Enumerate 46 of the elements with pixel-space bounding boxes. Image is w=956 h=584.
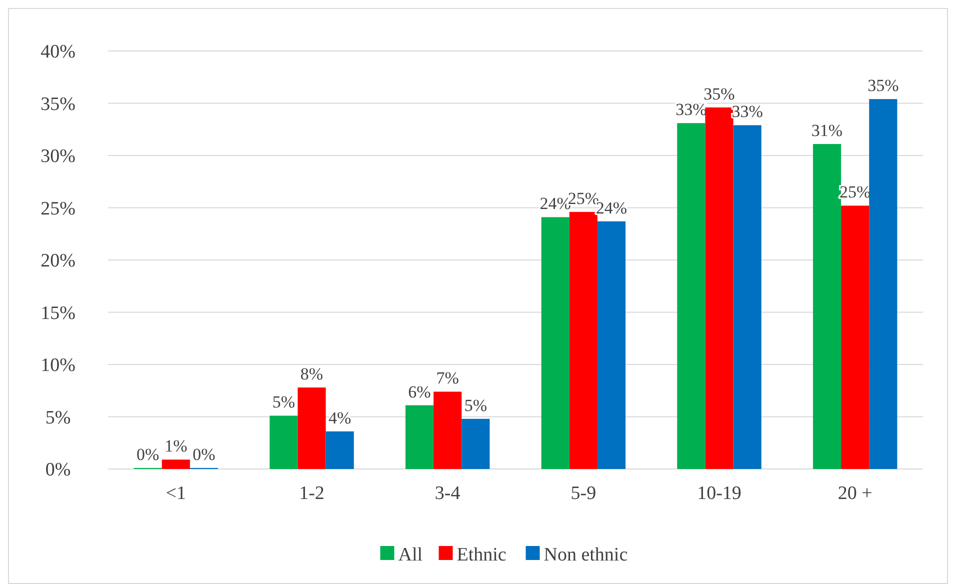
bar [677,123,706,469]
bar [270,416,298,469]
bar [569,212,598,469]
data-label: 1% [164,436,188,456]
x-tick-label: <1 [166,483,186,504]
legend-label: All [398,544,423,566]
bar [541,217,570,469]
data-label: 5% [272,392,296,412]
bar [462,418,490,469]
data-label: 0% [192,444,216,464]
bar [597,221,626,469]
data-label: 31% [811,121,843,140]
y-tick-label: 40% [40,42,76,63]
data-label: 24% [540,194,571,214]
bar [705,107,734,469]
data-label: 0% [136,444,160,464]
bar [326,431,354,469]
bar [162,460,190,469]
data-label: 6% [408,382,431,402]
legend-label: Ethnic [456,544,506,566]
bar [869,99,898,469]
bar [733,125,762,469]
x-tick-label: 20 + [838,483,872,504]
y-tick-label: 35% [40,94,76,115]
data-label: 4% [328,408,352,428]
x-tick-label: 3-4 [434,483,461,504]
data-label: 7% [436,368,459,388]
data-label: 35% [868,76,899,96]
bar [812,144,842,469]
data-label: 5% [464,396,487,415]
legend-label: Non ethnic [544,544,628,566]
y-tick-label: 10% [40,355,76,376]
y-tick-label: 15% [40,302,76,324]
data-label: 8% [300,364,324,384]
y-tick-label: 20% [40,250,76,272]
bar [434,392,462,469]
x-tick-label: 1-2 [299,483,324,504]
y-tick-label: 5% [45,407,71,428]
y-tick-label: 30% [40,146,76,168]
y-tick-label: 25% [40,198,76,220]
bar [841,206,870,469]
x-tick-label: 5-9 [570,483,596,504]
x-tick-label: 10-19 [697,483,742,504]
bar [298,387,326,469]
y-tick-label: 0% [45,460,71,481]
bar [405,405,434,469]
